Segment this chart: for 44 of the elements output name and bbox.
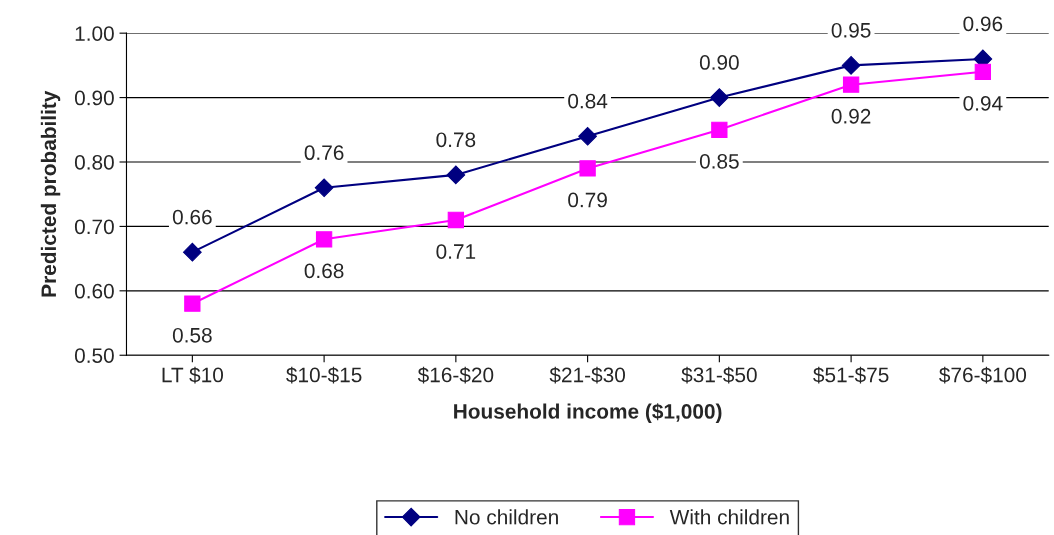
point — [314, 178, 334, 198]
point — [315, 231, 333, 248]
data-label: 0.92 — [831, 108, 871, 124]
x-tick-label: $10-$15 — [286, 366, 362, 384]
point — [711, 121, 728, 138]
y-tick-label: 0.50 — [74, 348, 114, 363]
legend-label: With children — [669, 509, 789, 525]
x-tick-label: $21-$30 — [549, 366, 626, 384]
y-axis-title: Predicted probability — [40, 90, 61, 297]
data-label: 0.94 — [963, 95, 1003, 111]
y-tick-label: 0.90 — [74, 90, 114, 106]
legend-label: No children — [455, 509, 558, 525]
point — [183, 242, 202, 262]
data-label: 0.78 — [436, 132, 476, 148]
point — [579, 160, 596, 177]
data-label: 0.84 — [568, 93, 608, 109]
point — [710, 88, 729, 107]
data-label: 0.58 — [172, 327, 212, 343]
x-tick-label: LT $10 — [162, 366, 224, 384]
point — [842, 76, 860, 93]
y-tick-label: 1.00 — [75, 26, 114, 41]
y-tick-label: 0.80 — [74, 155, 114, 170]
point — [446, 165, 466, 185]
x-tick-label: $51-$75 — [813, 366, 889, 384]
point — [184, 295, 201, 312]
x-tick-label: $16-$20 — [417, 366, 494, 384]
data-label: 0.66 — [172, 209, 212, 225]
x-tick-label: $31-$50 — [681, 366, 757, 384]
data-label: 0.96 — [963, 16, 1003, 32]
y-tick-label: 0.70 — [74, 219, 114, 235]
point — [974, 63, 992, 80]
y-tick-label: 0.60 — [74, 283, 114, 299]
data-label: 0.95 — [831, 22, 871, 38]
point — [447, 211, 465, 229]
x-axis-title: Household income ($1,000) — [454, 403, 722, 423]
point — [578, 126, 597, 146]
data-label: 0.71 — [436, 244, 476, 259]
data-label: 0.90 — [699, 55, 739, 70]
data-label: 0.85 — [699, 153, 739, 169]
data-label: 0.76 — [304, 145, 344, 161]
point — [841, 56, 861, 75]
x-tick-label: $76-$100 — [939, 366, 1027, 384]
data-label: 0.68 — [304, 263, 344, 279]
data-label: 0.79 — [568, 192, 607, 208]
